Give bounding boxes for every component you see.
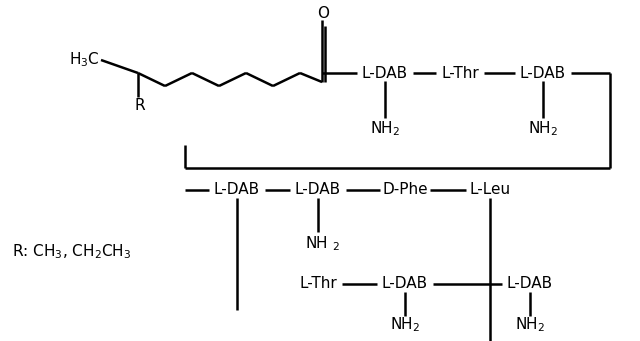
Text: L-DAB: L-DAB [382,277,428,292]
Text: L-DAB: L-DAB [214,182,260,197]
Text: R: R [134,99,145,114]
Text: L-DAB: L-DAB [295,182,341,197]
Text: NH$_2$: NH$_2$ [515,316,545,334]
Text: NH$_2$: NH$_2$ [370,120,400,138]
Text: NH$_2$: NH$_2$ [390,316,420,334]
Text: L-DAB: L-DAB [520,65,566,80]
Text: D-Phe: D-Phe [382,182,428,197]
Text: L-DAB: L-DAB [362,65,408,80]
Text: L-DAB: L-DAB [507,277,553,292]
Text: NH$_2$: NH$_2$ [528,120,558,138]
Text: O: O [317,5,329,20]
Text: H$_3$C: H$_3$C [69,51,100,69]
Text: R: CH$_3$, CH$_2$CH$_3$: R: CH$_3$, CH$_2$CH$_3$ [12,243,131,261]
Text: L-Thr: L-Thr [299,277,337,292]
Text: NH $_{2}$: NH $_{2}$ [305,235,340,253]
Text: L-Thr: L-Thr [441,65,479,80]
Text: L-Leu: L-Leu [469,182,511,197]
